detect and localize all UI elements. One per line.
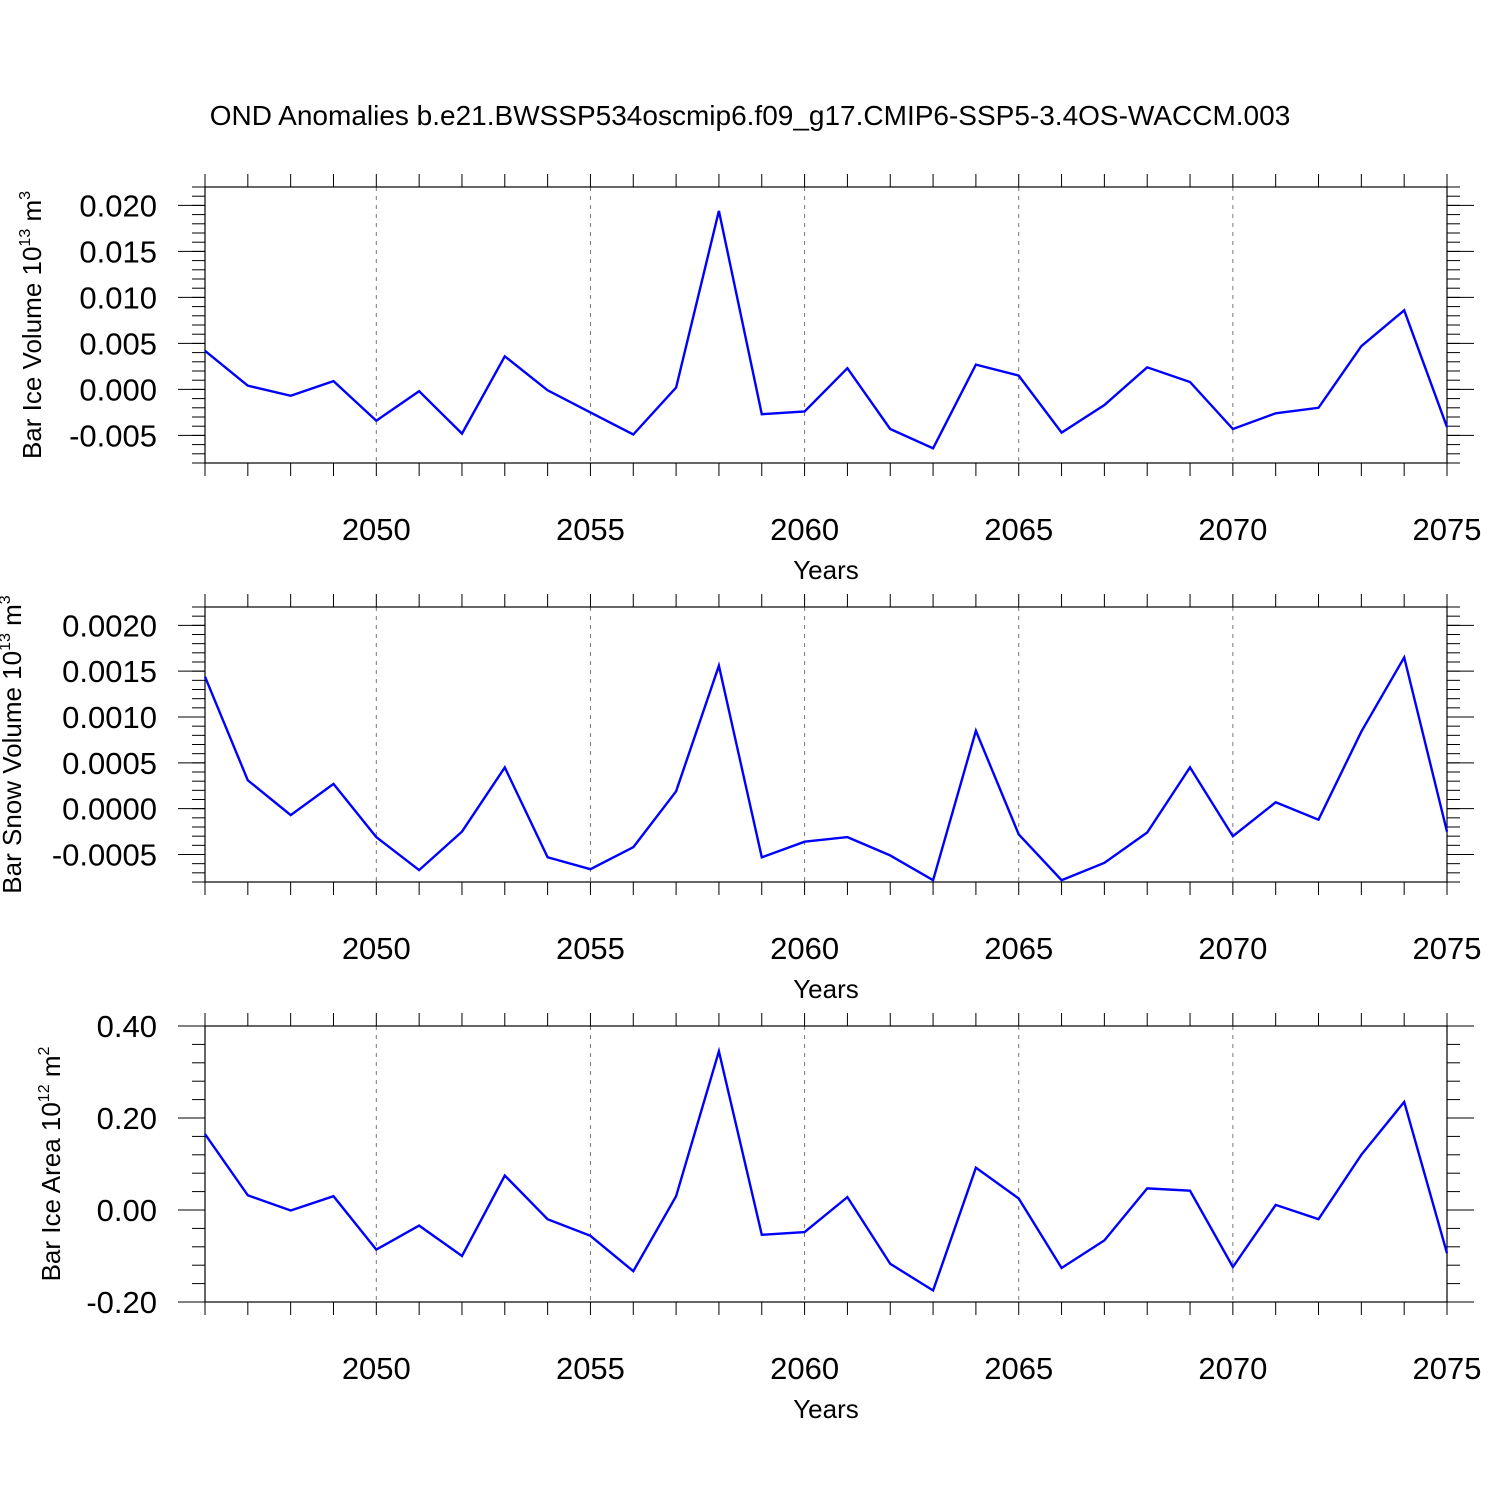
y-axis-label-text: Bar Ice Volume 10	[17, 247, 47, 459]
x-tick-label: 2070	[1198, 931, 1267, 966]
x-tick-label: 2065	[984, 512, 1053, 547]
x-tick-label: 2060	[770, 1351, 839, 1386]
x-tick-label: 2075	[1413, 1351, 1482, 1386]
y-axis-label-exponent: 13	[0, 633, 14, 651]
y-axis-label-unit-exponent: 3	[0, 595, 14, 604]
x-tick-label: 2055	[556, 512, 625, 547]
x-tick-label: 2060	[770, 931, 839, 966]
y-tick-label: -0.20	[86, 1285, 157, 1320]
y-tick-label: 0.005	[79, 326, 157, 361]
x-tick-label: 2055	[556, 1351, 625, 1386]
y-tick-label: -0.0005	[52, 838, 157, 873]
y-axis-label-unit: m	[0, 604, 27, 633]
x-axis-label: Years	[793, 1394, 859, 1424]
y-axis-label-unit: m	[17, 200, 47, 229]
y-axis-label-exponent: 12	[36, 1084, 53, 1102]
panels: -0.005 0.000 0.005 0.010 0.015 0.020 2050 2055 2…	[0, 174, 1481, 1424]
x-tick-label: 2075	[1413, 512, 1482, 547]
x-tick-label: 2065	[984, 931, 1053, 966]
x-tick-label: 2070	[1198, 512, 1267, 547]
y-tick-label: 0.00	[97, 1193, 157, 1228]
plot-frame	[204, 1025, 1448, 1303]
y-tick-label: 0.0000	[62, 792, 157, 827]
y-tick-label: 0.0005	[62, 746, 157, 781]
y-axis-label: Bar Ice Area 1012 m2	[36, 1046, 66, 1281]
y-axis-label-text: Bar Snow Volume 10	[0, 651, 27, 894]
y-tick-label: 0.015	[79, 234, 157, 269]
chart-panel-1: -0.005 0.000 0.005 0.010 0.015 0.020 2050 2055 2…	[17, 174, 1481, 585]
x-tick-label: 2050	[342, 512, 411, 547]
x-tick-label: 2050	[342, 1351, 411, 1386]
chart-panel-3: -0.20 0.00 0.20 0.40 2050 2055 2060 2065 2070 207…	[36, 1009, 1481, 1424]
plot-frame	[204, 186, 1448, 464]
series-line	[203, 654, 1449, 883]
chart-panel-2: -0.0005 0.0000 0.0005 0.0010 0.0015 0.0020 205…	[0, 594, 1481, 1004]
x-tick-label: 2070	[1198, 1351, 1267, 1386]
y-tick-label: 0.20	[97, 1101, 157, 1136]
plot-frame	[204, 606, 1448, 883]
x-tick-label: 2055	[556, 931, 625, 966]
y-tick-label: 0.020	[79, 188, 157, 223]
y-tick-label: 0.010	[79, 280, 157, 315]
figure-title: OND Anomalies b.e21.BWSSP534oscmip6.f09_…	[210, 100, 1291, 131]
y-axis-label-text: Bar Ice Area 10	[36, 1102, 66, 1281]
y-tick-label: 0.0020	[62, 608, 157, 643]
x-axis-label: Years	[793, 555, 859, 585]
y-axis-label-exponent: 13	[17, 229, 34, 247]
series-line	[204, 1046, 1449, 1293]
x-tick-label: 2050	[342, 931, 411, 966]
x-tick-label: 2065	[984, 1351, 1053, 1386]
y-axis-label-unit: m	[36, 1055, 66, 1084]
x-axis-label: Years	[793, 974, 859, 1004]
y-tick-label: -0.005	[69, 418, 157, 453]
y-axis-label: Bar Snow Volume 1013 m3	[0, 595, 27, 894]
y-tick-label: 0.0010	[62, 700, 157, 735]
y-axis-label-unit-exponent: 2	[36, 1046, 53, 1055]
y-axis-label-unit-exponent: 3	[17, 191, 34, 200]
y-axis-label: Bar Ice Volume 1013 m3	[17, 191, 47, 459]
series-line	[204, 210, 1449, 450]
x-tick-label: 2060	[770, 512, 839, 547]
x-tick-label: 2075	[1413, 931, 1482, 966]
y-tick-label: 0.0015	[62, 654, 157, 689]
y-tick-label: 0.000	[79, 372, 157, 407]
y-tick-label: 0.40	[97, 1009, 157, 1044]
